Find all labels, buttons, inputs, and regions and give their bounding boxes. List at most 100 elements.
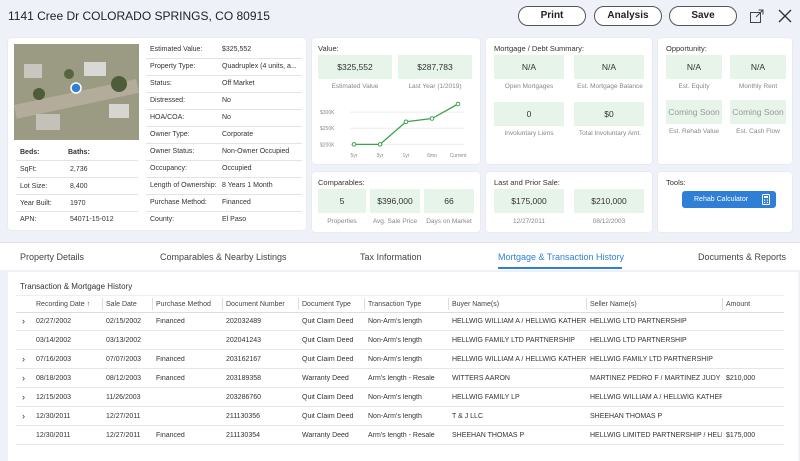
table-cell: HELLWIG FAMILY LTD PARTNERSHIP [590,356,713,363]
detail-label: Owner Type: [150,131,190,138]
x-tick-label: Current [450,153,467,159]
property-address: 1141 Cree Dr COLORADO SPRINGS, CO 80915 [8,9,270,23]
table-cell: HELLWIG WILLIAM A / HELLWIG KATHER... [452,318,586,325]
column-header[interactable]: Document Type [302,301,351,308]
table-row[interactable]: › 07/16/2003 07/07/2003 Financed 203162167 Qu… [16,351,784,369]
column-header[interactable]: Transaction Type [368,301,422,308]
tools-title: Tools: [666,178,686,187]
expand-chevron-icon[interactable]: › [22,411,25,421]
table-row[interactable]: › 12/30/2011 12/27/2011 211130356 Quit Claim… [16,408,784,426]
detail-label: Distressed: [150,97,186,104]
rehab-value-tile: Coming Soon [666,100,722,124]
save-button[interactable]: Save [669,6,737,26]
table-header-row [16,295,784,313]
detail-label: Estimated Value: [150,46,203,53]
table-row[interactable]: › 12/15/2003 11/26/2003 203286760 Quit Claim… [16,389,784,407]
table-cell: SHEEHAN THOMAS P [590,413,663,420]
calculator-icon [762,194,770,205]
cash-flow-caption: Est. Cash Flow [736,128,780,135]
column-header[interactable]: Amount [726,301,751,308]
table-cell: 211130356 [226,413,260,420]
close-icon[interactable] [777,8,793,24]
avg-sale-price-caption: Avg. Sale Price [372,218,418,225]
table-cell: Quit Claim Deed [302,356,354,363]
opportunity-title: Opportunity: [666,44,707,53]
detail-value: No [222,97,231,104]
data-point [455,101,461,107]
beds-label: Beds: [20,149,40,156]
table-cell: HELLWIG WILLIAM A / HELLWIG KATHER... [452,356,586,363]
column-separator [102,298,103,310]
divider [16,160,138,161]
print-button[interactable]: Print [518,6,586,26]
table-row[interactable]: 12/30/2011 12/27/2011 Financed 211130354 War… [16,427,784,445]
mortgage-balance-caption: Est. Mortgage Balance [577,83,643,90]
table-row[interactable]: › 02/27/2002 02/15/2002 Financed 202032489 Qu… [16,313,784,331]
expand-chevron-icon[interactable]: › [22,316,25,326]
share-icon[interactable] [749,8,765,24]
table-cell: WITTERS AARON [452,375,510,382]
table-cell: 08/18/2003 [36,375,72,382]
baths-label: Baths: [68,149,90,156]
last-year-tile: $287,783 [398,55,472,79]
table-cell: Financed [156,375,185,382]
table-cell: Financed [156,318,185,325]
column-header[interactable]: Seller Name(s) [590,301,637,308]
estimated-value-tile: $325,552 [318,55,392,79]
column-header[interactable]: Purchase Method [156,301,211,308]
column-header[interactable]: Recording Date ↑ [36,301,91,308]
table-row[interactable]: 03/14/2002 03/13/2002 202041243 Quit Claim … [16,332,784,350]
sales-title: Last and Prior Sale: [494,178,560,187]
table-cell: 02/27/2002 [36,318,72,325]
days-on-market-caption: Days on Market [426,218,472,225]
expand-chevron-icon[interactable]: › [22,373,25,383]
detail-value: Off Market [222,80,255,87]
column-header[interactable]: Sale Date [106,301,137,308]
column-separator [152,298,153,310]
opportunity-card: Opportunity: N/A Est. Equity N/A Monthly… [658,38,792,164]
divider [16,194,138,195]
tab-tax-information[interactable]: Tax Information [360,252,422,262]
table-cell: Quit Claim Deed [302,318,354,325]
mortgage-title: Mortgage / Debt Summary: [494,44,585,53]
tab-documents-reports[interactable]: Documents & Reports [698,252,787,262]
column-header[interactable]: Document Number [226,301,285,308]
divider [16,211,138,212]
value-title: Value: [318,44,339,53]
column-header[interactable]: Buyer Name(s) [452,301,500,308]
table-cell: 203189358 [226,375,262,382]
table-cell: Non-Arm's length [368,337,422,344]
table-cell: Non-Arm's length [368,318,422,325]
comparables-title: Comparables: [318,178,365,187]
comparables-count-caption: Properties [327,218,357,225]
detail-value: Corporate [222,131,254,138]
divider [146,109,302,110]
sqft-label: SqFt: [20,166,37,173]
last-year-caption: Last Year (1/2019) [408,83,462,90]
table-cell: Quit Claim Deed [302,394,354,401]
monthly-rent-caption: Monthly Rent [738,83,778,90]
equity-tile: N/A [666,55,722,79]
last-prior-sale-card: Last and Prior Sale: $175,000 12/27/2011… [486,172,652,232]
tab-comparables[interactable]: Comparables & Nearby Listings [160,252,287,262]
y-tick-label: $200K [320,142,335,148]
table-row[interactable]: › 08/18/2003 08/12/2003 Financed 203189358 Wa… [16,370,784,388]
comparables-card[interactable]: Comparables: 5 Properties $396,000 Avg. … [312,172,480,232]
aerial-map-image[interactable] [14,44,139,140]
equity-caption: Est. Equity [678,83,710,90]
tab-mortgage-history[interactable]: Mortgage & Transaction History [498,252,625,262]
table-cell: Non-Arm's length [368,394,422,401]
value-trend-chart: $300K $250K $200K 5yr 3yr 1yr 6mo Current [320,101,467,159]
rehab-calculator-button[interactable]: Rehab Calculator [682,191,776,208]
history-title: Transaction & Mortgage History [20,282,133,291]
monthly-rent-tile: N/A [730,55,786,79]
expand-chevron-icon[interactable]: › [22,392,25,402]
involuntary-amount-tile: $0 [574,102,644,126]
mortgage-card: Mortgage / Debt Summary: N/A Open Mortga… [486,38,652,164]
analysis-button[interactable]: Analysis [594,6,662,26]
tab-property-details[interactable]: Property Details [20,252,85,262]
detail-label: Property Type: [150,63,196,70]
table-cell: HELLWIG LTD PARTNERSHIP [590,318,687,325]
column-separator [448,298,449,310]
expand-chevron-icon[interactable]: › [22,354,25,364]
